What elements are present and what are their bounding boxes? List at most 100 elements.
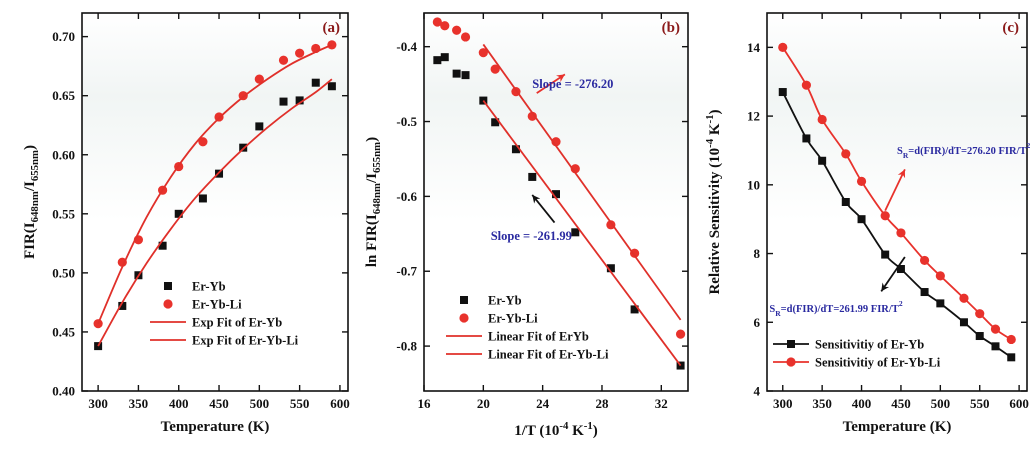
y-tick-label: 0.50 xyxy=(52,265,75,280)
x-tick-label: 600 xyxy=(330,396,350,411)
x-tick-label: 450 xyxy=(891,396,911,411)
y-tick-label: -0.6 xyxy=(396,189,417,204)
legend-swatch-marker xyxy=(786,357,796,367)
legend-label: Sensitivitiy of Er-Yb xyxy=(815,338,924,352)
series-group xyxy=(778,42,1016,362)
annotation-text: SR=d(FIR)/dT=261.99 FIR/T2 xyxy=(769,299,902,318)
data-point-square xyxy=(630,305,639,314)
data-point-square xyxy=(327,82,336,91)
x-axis-label: Temperature (K) xyxy=(843,419,952,435)
y-tick-label: 0.55 xyxy=(52,206,75,221)
legend-label: Exp Fit of Er-Yb-Li xyxy=(192,334,299,348)
legend-swatch xyxy=(163,299,173,309)
data-point-circle xyxy=(896,228,906,238)
annotation-arrow xyxy=(536,73,566,94)
x-axis-label: 1/T (10-4 K-1) xyxy=(514,420,598,439)
x-tick-label: 350 xyxy=(129,396,149,411)
data-point-circle xyxy=(432,17,442,27)
panel-label: (c) xyxy=(1002,20,1019,36)
data-point-square xyxy=(118,301,127,310)
chart-panel-3: 300 350 400 450 500 550 600 4 6 8 10 12 14 Temperatur… xyxy=(704,12,1030,435)
legend-label: Exp Fit of Er-Yb xyxy=(192,316,282,330)
x-tick-label: 550 xyxy=(970,396,990,411)
data-point-square xyxy=(452,69,461,78)
data-point-circle xyxy=(990,324,1001,334)
x-tick-label: 20 xyxy=(477,396,490,411)
x-tick-label: 350 xyxy=(812,396,832,411)
y-axis-label-group: ln FIR(I648nm/I655nm) xyxy=(364,137,383,267)
data-point-circle xyxy=(856,176,867,186)
data-point-square xyxy=(936,299,945,308)
series-group xyxy=(93,40,337,351)
data-point-circle xyxy=(778,42,788,52)
annotation-arrow xyxy=(880,256,906,292)
series-line-3 xyxy=(482,100,682,367)
x-tick-label: 24 xyxy=(536,396,550,411)
data-point-square xyxy=(491,118,500,127)
chart-panel-1: 300 350 400 450 500 550 600 0.40 0.45 0.50 0.55 0.6… xyxy=(22,12,350,435)
series-line-4 xyxy=(97,44,333,325)
annotation-text: Slope = -276.20 xyxy=(532,77,613,91)
x-tick-label: 550 xyxy=(290,396,310,411)
data-point-square xyxy=(857,215,866,224)
data-point-square xyxy=(279,97,288,106)
data-point-square xyxy=(198,194,207,203)
legend-label: Er-Yb xyxy=(488,294,522,308)
x-tick-label: 500 xyxy=(931,396,951,411)
y-tick-label: 8 xyxy=(754,246,761,261)
data-point-square xyxy=(255,122,264,131)
y-tick-label: -0.4 xyxy=(396,39,417,54)
legend: Er-Yb Er-Yb-Li Exp Fit of Er-Yb Exp Fit of … xyxy=(150,280,299,348)
y-tick-label: 6 xyxy=(754,315,761,330)
legend-swatch xyxy=(164,282,172,290)
legend-swatch xyxy=(459,313,469,323)
data-point-square xyxy=(896,265,905,274)
y-tick-label: 0.45 xyxy=(52,324,75,339)
data-point-square xyxy=(528,172,537,181)
y-tick-label: -0.5 xyxy=(396,114,417,129)
data-point-square xyxy=(920,288,929,297)
data-point-square xyxy=(461,71,470,80)
annotation-text: Slope = -261.99 xyxy=(491,229,572,243)
data-point-square xyxy=(440,53,449,62)
data-point-square xyxy=(606,264,615,273)
data-point-square xyxy=(552,190,560,199)
data-point-square xyxy=(158,241,167,250)
data-point-circle xyxy=(440,21,450,31)
y-tick-label: 0.70 xyxy=(52,29,75,44)
y-axis-label-group: Relative Sensitivity (10-4 K-1) xyxy=(704,109,723,294)
data-point-circle xyxy=(295,48,305,58)
y-tick-label: -0.7 xyxy=(396,264,417,279)
data-point-circle xyxy=(841,149,851,159)
y-tick-label: 0.40 xyxy=(52,384,75,399)
data-point-square xyxy=(571,228,580,237)
data-point-circle xyxy=(975,309,985,319)
data-point-circle xyxy=(198,137,208,147)
legend: Sensitivitiy of Er-Yb Sensitivitiy of Er-… xyxy=(773,338,941,370)
series-line-3 xyxy=(97,78,333,347)
x-tick-label: 16 xyxy=(418,396,432,411)
x-tick-label: 300 xyxy=(88,396,108,411)
data-point-square xyxy=(881,250,890,259)
annotation-text: SR=d(FIR)/dT=276.20 FIR/T2 xyxy=(897,141,1030,160)
data-point-circle xyxy=(478,48,488,58)
data-point-square xyxy=(511,145,520,154)
x-tick-label: 300 xyxy=(773,396,793,411)
data-point-square xyxy=(975,332,984,341)
data-point-square xyxy=(311,78,320,87)
y-axis-label: FIR(I648nm/I655nm) xyxy=(22,145,41,259)
data-point-circle xyxy=(817,114,827,125)
series-line-4 xyxy=(482,43,682,321)
data-point-circle xyxy=(801,80,811,90)
panel-label: (b) xyxy=(662,20,680,36)
plot-area xyxy=(82,13,348,391)
x-tick-label: 450 xyxy=(209,396,229,411)
y-axis-label-group: FIR(I648nm/I655nm) xyxy=(22,145,41,259)
data-point-square xyxy=(818,156,827,165)
annotation-arrow xyxy=(531,194,556,224)
x-tick-label: 400 xyxy=(852,396,872,411)
data-point-circle xyxy=(1006,334,1016,345)
annotation-arrow xyxy=(884,168,906,211)
